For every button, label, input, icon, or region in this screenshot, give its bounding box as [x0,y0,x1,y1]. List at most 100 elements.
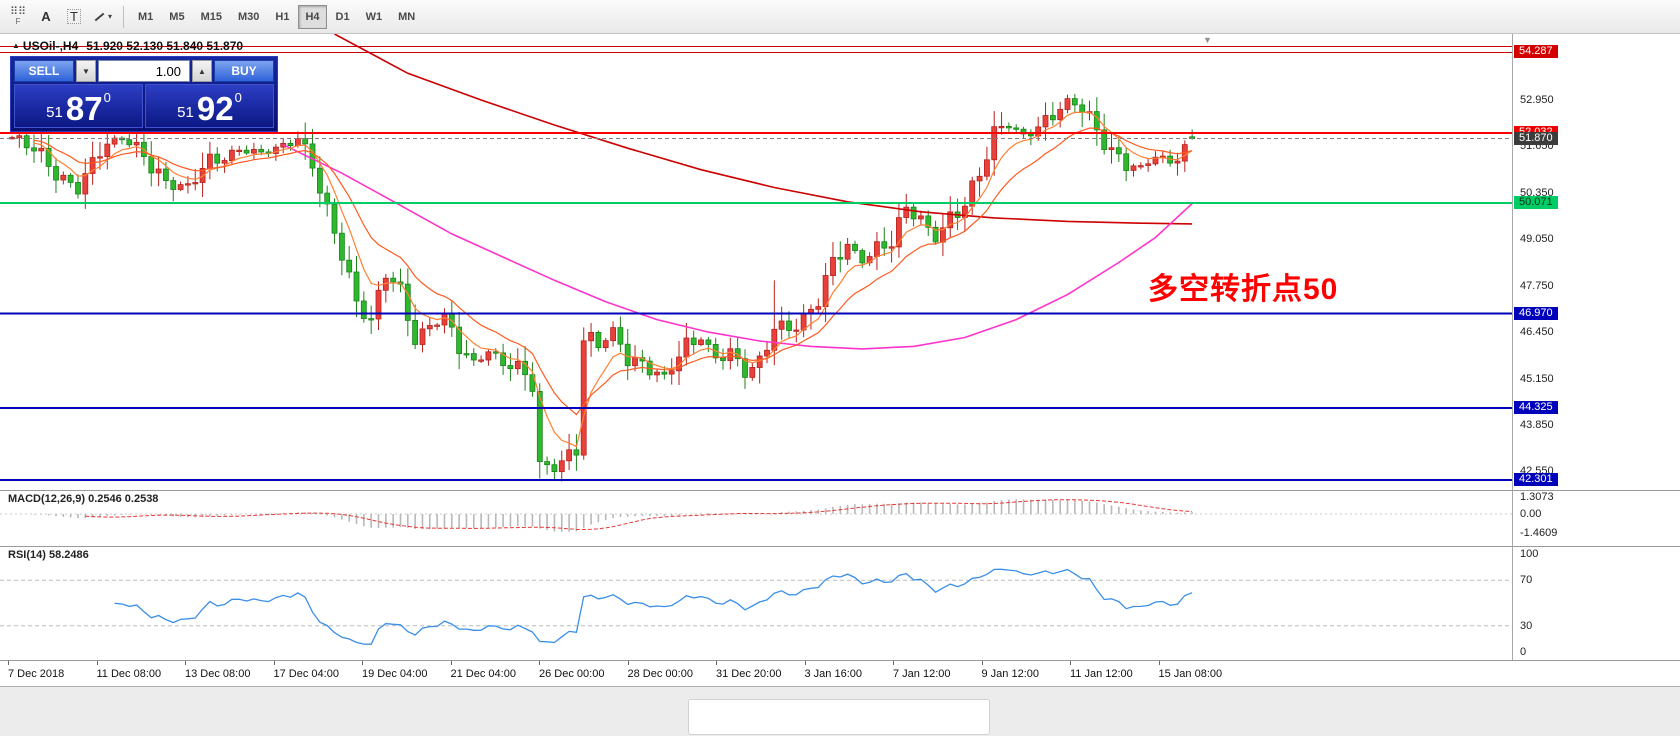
time-label: 15 Jan 08:00 [1158,668,1223,680]
time-tick [96,661,98,665]
symbol-period-label: USOil-,H4 [22,39,79,53]
grid-dots-icon[interactable]: ⠿⠿ F [5,3,31,31]
price-tick-45.150: 45.150 [1520,373,1554,385]
timeframe-button-m5[interactable]: M5 [162,5,191,29]
collapse-panel-icon[interactable]: ▲ [12,41,20,50]
price-tick-47.750: 47.750 [1520,280,1554,292]
time-label: 17 Dec 04:00 [273,668,339,680]
ohlc-values: 51.920 52.130 51.840 51.870 [86,39,244,53]
price-badge-42.301: 42.301 [1514,473,1558,486]
time-tick [1070,661,1071,665]
timeframe-button-m1[interactable]: M1 [131,5,160,29]
pane-separator-macd[interactable] [0,490,1680,491]
chart-title: ▲ USOil-,H4 51.920 52.130 51.840 51.870 [12,39,243,53]
annotation-text: 多空转折点50 [1148,273,1339,306]
macd-layer [0,499,1512,532]
ask-pips: 92 [196,89,234,127]
timeframe-button-mn[interactable]: MN [391,5,422,29]
time-label: 19 Dec 04:00 [362,668,428,680]
sell-button[interactable]: SELL [14,60,74,82]
chevron-down-icon: ▾ [108,12,113,21]
ask-point: 0 [234,90,242,105]
price-badge-46.970: 46.970 [1514,307,1558,320]
one-click-trading-panel: SELL ▼ ▲ BUY 51 87 0 51 92 0 [10,56,278,132]
trendline-icon [94,12,105,21]
timeframe-button-d1[interactable]: D1 [329,5,357,29]
time-label: 9 Jan 12:00 [981,668,1040,680]
time-axis[interactable]: 7 Dec 2018 11 Dec 08:00 13 Dec 08:00 17 Dec… [0,660,1680,686]
rsi-scale-100: 100 [1520,548,1539,560]
time-tick [893,661,894,665]
timeframe-button-m30[interactable]: M30 [231,5,266,29]
price-tick-46.450: 46.450 [1520,326,1554,338]
time-tick [981,661,983,665]
time-label: 7 Jan 12:00 [893,668,951,680]
macd-scale--1.4609: -1.4609 [1520,527,1558,539]
chart-shift-marker-icon[interactable]: ▼ [1203,35,1212,45]
time-label: 26 Dec 00:00 [539,668,605,680]
candles-layer [9,93,1195,482]
ma-mid-magenta [282,143,1193,350]
volume-decrease-button[interactable]: ▼ [76,60,96,82]
time-tick [804,661,806,665]
macd-scale-0.00: 0.00 [1520,508,1542,520]
price-badge-50.071: 50.071 [1514,196,1558,209]
time-tick [8,661,9,665]
text-tool-a-button[interactable]: A [33,3,59,31]
time-label: 31 Dec 20:00 [716,668,782,680]
price-chart-canvas[interactable] [0,34,1512,660]
rsi-scale-30: 30 [1520,620,1533,632]
timeframe-button-w1[interactable]: W1 [359,5,390,29]
moving-averages-layer [33,34,1193,448]
time-tick [539,661,540,665]
timeframe-group: M1 M5 M15 M30 H1 H4 D1 W1 MN [130,4,423,29]
timeframe-button-h4[interactable]: H4 [298,4,327,29]
dots-glyph: ⠿⠿ [9,6,27,18]
rsi-layer [0,568,1512,645]
price-tick-52.950: 52.950 [1520,94,1554,106]
f-label: F [15,17,21,26]
time-tick [627,661,629,665]
time-tick [716,661,717,665]
time-label: 13 Dec 08:00 [185,668,251,680]
time-tick [1158,661,1160,665]
ma-fast-orange-2 [33,127,1193,416]
bottom-panel-box [688,699,990,735]
t-icon: T [67,9,81,24]
time-label: 11 Jan 12:00 [1070,668,1133,680]
price-tick-43.850: 43.850 [1520,419,1554,431]
time-tick [185,661,186,665]
timeframe-button-m15[interactable]: M15 [194,5,229,29]
price-badge-51.870: 51.870 [1514,132,1558,145]
time-tick [362,661,363,665]
macd-pane-label: MACD(12,26,9) 0.2546 0.2538 [8,493,159,505]
rsi-scale-0: 0 [1520,646,1527,658]
price-badge-54.287: 54.287 [1514,45,1558,58]
time-tick [450,661,452,665]
price-scale[interactable]: 52.950 51.650 50.350 49.050 47.750 46.450 45.1… [1512,34,1680,660]
bottom-strip [0,686,1680,736]
draw-tool-dropdown-button[interactable]: ▾ [89,3,116,31]
pane-separator-rsi[interactable] [0,546,1680,547]
volume-input[interactable] [98,60,190,82]
time-tick [273,661,275,665]
toolbar-separator [123,5,125,28]
price-tick-49.050: 49.050 [1520,233,1554,245]
buy-button[interactable]: BUY [214,60,274,82]
rsi-scale-70: 70 [1520,574,1533,586]
volume-increase-button[interactable]: ▲ [192,60,212,82]
time-label: 21 Dec 04:00 [450,668,516,680]
ask-integer: 51 [177,104,194,121]
macd-scale-1.3073: 1.3073 [1520,491,1554,503]
timeframe-button-h1[interactable]: H1 [268,5,296,29]
bid-integer: 51 [46,104,63,121]
ma-slow-red [334,34,1193,225]
rsi-pane-label: RSI(14) 58.2486 [8,549,89,561]
ask-price-button[interactable]: 51 92 0 [145,84,274,128]
ma-fast-orange-1 [33,111,1193,448]
bid-price-button[interactable]: 51 87 0 [14,84,143,128]
chart-area[interactable]: ▲ USOil-,H4 51.920 52.130 51.840 51.870 ▼ … [0,34,1680,686]
bid-point: 0 [103,90,111,105]
price-badge-44.325: 44.325 [1514,401,1558,414]
text-frame-tool-button[interactable]: T [61,3,87,31]
